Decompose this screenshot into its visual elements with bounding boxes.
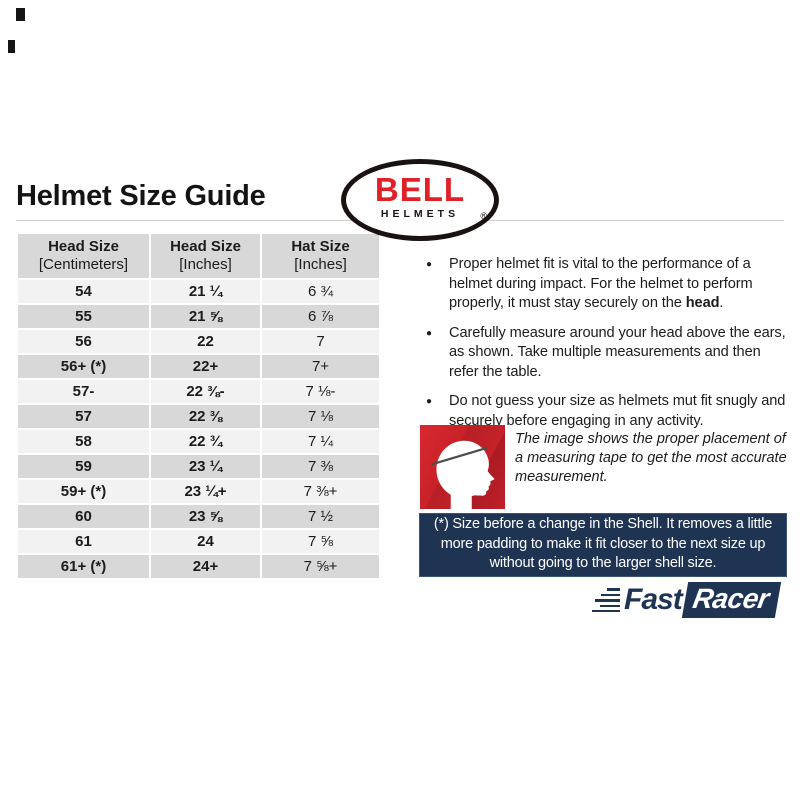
speed-lines-icon: [592, 588, 620, 612]
bullet-item-fit: Proper helmet fit is vital to the perfor…: [420, 255, 794, 314]
col-header-unit: [Inches]: [294, 256, 347, 273]
table-row: 59+ (*) 23 ¼+ 7 ⅜+: [18, 480, 379, 503]
table-cell: 61: [18, 530, 149, 553]
table-cell: 24: [151, 530, 260, 553]
bullet-item-measure: Carefully measure around your head above…: [420, 324, 794, 383]
table-cell: 7 ¼: [262, 430, 379, 453]
col-header-hat-size-in: Hat Size [Inches]: [262, 234, 379, 278]
table-cell: 21 ¼: [151, 280, 260, 303]
table-cell: 7 ⅜: [262, 455, 379, 478]
table-cell: 7 ½: [262, 505, 379, 528]
fastracer-fast-text: Fast: [624, 583, 683, 616]
table-cell: 7: [262, 330, 379, 353]
table-cell: 7+: [262, 355, 379, 378]
table-cell: 22+: [151, 355, 260, 378]
col-header-head-size-in: Head Size [Inches]: [151, 234, 260, 278]
table-cell: 59+ (*): [18, 480, 149, 503]
bullet-text: Proper helmet fit is vital to the perfor…: [449, 256, 753, 311]
col-header-title: Head Size: [48, 238, 119, 255]
table-cell: 22 ¾: [151, 430, 260, 453]
table-cell: 56+ (*): [18, 355, 149, 378]
fastracer-racer-badge: Racer: [681, 582, 782, 618]
table-cell: 24+: [151, 555, 260, 578]
table-cell: 60: [18, 505, 149, 528]
table-cell: 61+ (*): [18, 555, 149, 578]
table-cell: 22: [151, 330, 260, 353]
table-cell: 59: [18, 455, 149, 478]
scan-artifact-mark: [8, 40, 15, 53]
bell-logo-wordmark: BELL: [374, 171, 466, 208]
table-cell: 6 ⅞: [262, 305, 379, 328]
table-row: 56 22 7: [18, 330, 379, 353]
registered-trademark-icon: ®: [480, 211, 487, 221]
shell-size-note: (*) Size before a change in the Shell. I…: [419, 513, 787, 577]
col-header-title: Hat Size: [291, 238, 350, 255]
table-cell: 22 ⅜-: [151, 380, 260, 403]
col-header-title: Head Size: [170, 238, 241, 255]
table-cell: 7 ⅝: [262, 530, 379, 553]
table-header-row: Head Size [Centimeters] Head Size [Inche…: [18, 234, 379, 278]
head-profile-icon: [431, 440, 495, 509]
table-cell: 7 ⅛: [262, 405, 379, 428]
table-cell: 23 ⅝: [151, 505, 260, 528]
table-cell: 23 ¼: [151, 455, 260, 478]
table-cell: 6 ¾: [262, 280, 379, 303]
table-cell: 58: [18, 430, 149, 453]
table-cell: 23 ¼+: [151, 480, 260, 503]
table-cell: 21 ⅝: [151, 305, 260, 328]
table-cell: 7 ⅝+: [262, 555, 379, 578]
col-header-head-size-cm: Head Size [Centimeters]: [18, 234, 149, 278]
scan-artifact-mark: [16, 8, 25, 21]
bell-logo-subtext: HELMETS: [380, 208, 460, 220]
info-bullet-list: Proper helmet fit is vital to the perfor…: [420, 255, 794, 441]
bullet-text-bold: head: [685, 295, 720, 311]
figure-caption: The image shows the proper placement of …: [515, 431, 787, 485]
table-cell: 54: [18, 280, 149, 303]
size-table: Head Size [Centimeters] Head Size [Inche…: [16, 232, 381, 580]
table-cell: 55: [18, 305, 149, 328]
table-row: 61+ (*) 24+ 7 ⅝+: [18, 555, 379, 578]
table-cell: 7 ⅜+: [262, 480, 379, 503]
bell-helmets-logo: BELL HELMETS ®: [341, 159, 499, 241]
page-title: Helmet Size Guide: [16, 180, 266, 212]
table-cell: 7 ⅛-: [262, 380, 379, 403]
bullet-text: .: [719, 295, 724, 311]
table-cell: 57: [18, 405, 149, 428]
col-header-unit: [Inches]: [179, 256, 232, 273]
table-row: 61 24 7 ⅝: [18, 530, 379, 553]
head-measurement-figure: [420, 425, 505, 509]
bullet-item-no-guess: Do not guess your size as helmets mut fi…: [420, 392, 794, 431]
table-row: 56+ (*) 22+ 7+: [18, 355, 379, 378]
table-row: 57- 22 ⅜- 7 ⅛-: [18, 380, 379, 403]
fastracer-logo: Fast Racer: [592, 582, 782, 618]
table-cell: 57-: [18, 380, 149, 403]
table-cell: 22 ⅜: [151, 405, 260, 428]
table-cell: 56: [18, 330, 149, 353]
col-header-unit: [Centimeters]: [38, 256, 129, 273]
